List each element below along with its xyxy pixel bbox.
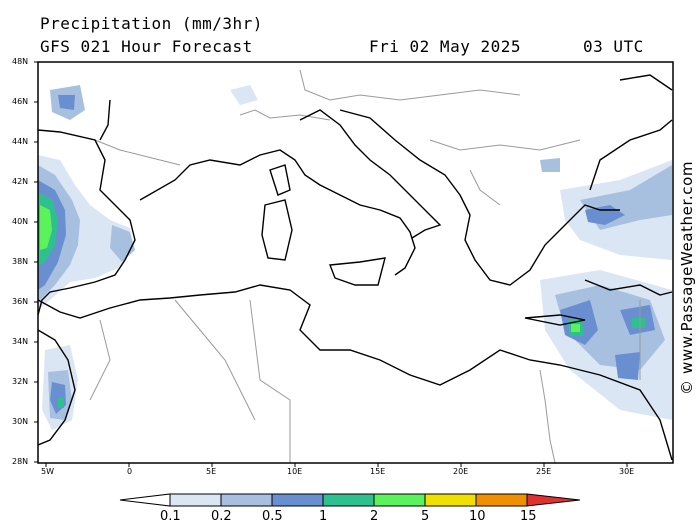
colorbar-label: 0.2 [211,509,232,524]
colorbar-bin-4 [322,493,375,507]
lon-label: 5E [206,467,217,476]
precip-iberia-green [40,205,52,250]
colorbar-bin-6 [424,493,477,507]
lat-label: 36N [12,297,29,306]
precip-black-sea [540,158,560,172]
site-credit: © www.PassageWeather.com [678,160,696,395]
lat-label: 42N [12,177,29,186]
lon-label: 25E [536,467,552,476]
lon-label: 0 [127,467,133,476]
colorbar-bin-5 [373,493,426,507]
precip-cyprus-teal [632,318,645,328]
lat-label: 48N [12,57,29,66]
precip-alps [230,85,258,105]
lat-label: 44N [12,137,29,146]
precipitation-layer [38,85,672,430]
colorbar-label: 15 [520,509,537,524]
forecast-subtitle: GFS 021 Hour Forecast [40,37,253,56]
lon-label: 20E [453,467,469,476]
lat-label: 40N [12,217,29,226]
colorbar-arrow-left [119,493,171,507]
lat-label: 34N [12,337,29,346]
colorbar-label: 1 [319,509,328,524]
colorbar-bin-3 [271,493,324,507]
colorbar-label: 10 [469,509,486,524]
colorbar-bin-2 [220,493,273,507]
colorbar-label: 5 [421,509,430,524]
lat-label: 46N [12,97,29,106]
map-title: Precipitation (mm/3hr) [40,14,263,33]
lon-label: 5W [41,467,54,476]
forecast-time: 03 UTC [583,37,644,56]
lat-label: 30N [12,417,29,426]
colorbar-bin-7 [475,493,528,507]
axis-ticks [34,61,628,467]
precip-morocco-teal [58,398,64,408]
colorbar-label: 0.5 [262,509,283,524]
colorbar-label: 2 [370,509,379,524]
precip-crete-green [571,324,580,332]
country-borders [89,69,641,464]
colorbar-arrow-right [526,493,581,507]
lon-label: 10E [287,467,303,476]
lat-label: 32N [12,377,29,386]
precip-levant-blue [615,352,640,380]
colorbar [119,493,581,507]
forecast-date: Fri 02 May 2025 [369,37,521,56]
colorbar-bin-1 [169,493,222,507]
colorbar-label: 0.1 [160,509,181,524]
lon-label: 15E [370,467,386,476]
lat-label: 38N [12,257,29,266]
precip-bay-biscay-2 [58,95,75,110]
lat-label: 28N [12,457,29,466]
coastlines [37,74,673,461]
lon-label: 30E [619,467,635,476]
